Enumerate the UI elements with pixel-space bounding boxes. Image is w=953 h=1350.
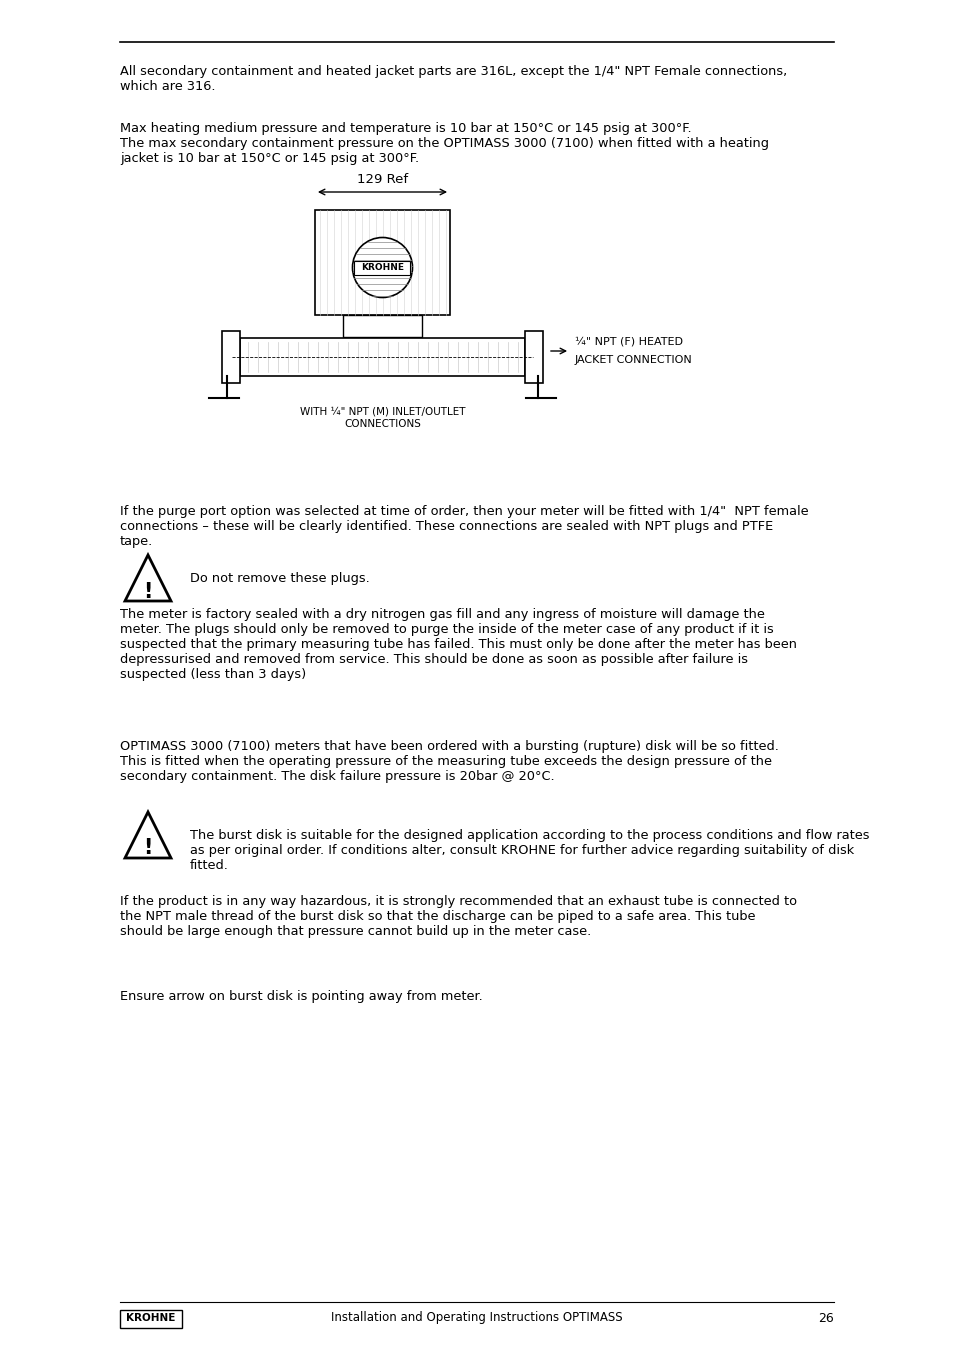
Text: Max heating medium pressure and temperature is 10 bar at 150°C or 145 psig at 30: Max heating medium pressure and temperat… bbox=[120, 122, 768, 165]
Text: If the product is in any way hazardous, it is strongly recommended that an exhau: If the product is in any way hazardous, … bbox=[120, 895, 796, 938]
Text: CONNECTIONS: CONNECTIONS bbox=[344, 418, 420, 429]
Text: !: ! bbox=[143, 838, 152, 859]
Text: 26: 26 bbox=[818, 1311, 833, 1324]
Text: All secondary containment and heated jacket parts are 316L, except the 1/4" NPT : All secondary containment and heated jac… bbox=[120, 65, 786, 93]
Text: ¼" NPT (F) HEATED: ¼" NPT (F) HEATED bbox=[575, 336, 682, 346]
Text: JACKET CONNECTION: JACKET CONNECTION bbox=[575, 355, 692, 364]
Text: If the purge port option was selected at time of order, then your meter will be : If the purge port option was selected at… bbox=[120, 505, 808, 548]
Text: The meter is factory sealed with a dry nitrogen gas fill and any ingress of mois: The meter is factory sealed with a dry n… bbox=[120, 608, 796, 680]
Bar bbox=[120, 1310, 182, 1328]
Bar bbox=[355, 261, 410, 274]
Text: The burst disk is suitable for the designed application according to the process: The burst disk is suitable for the desig… bbox=[190, 829, 868, 872]
Text: KROHNE: KROHNE bbox=[360, 263, 403, 271]
Text: Do not remove these plugs.: Do not remove these plugs. bbox=[190, 572, 370, 585]
Text: !: ! bbox=[143, 582, 152, 602]
Circle shape bbox=[352, 238, 412, 297]
Bar bbox=[343, 315, 421, 338]
Bar bbox=[524, 331, 542, 383]
Text: KROHNE: KROHNE bbox=[126, 1314, 175, 1323]
Text: 129 Ref: 129 Ref bbox=[356, 173, 408, 186]
Bar bbox=[222, 331, 240, 383]
Bar bbox=[240, 338, 524, 377]
Bar bbox=[314, 211, 450, 315]
Text: OPTIMASS 3000 (7100) meters that have been ordered with a bursting (rupture) dis: OPTIMASS 3000 (7100) meters that have be… bbox=[120, 740, 778, 783]
Text: Installation and Operating Instructions OPTIMASS: Installation and Operating Instructions … bbox=[331, 1311, 622, 1324]
Text: WITH ¼" NPT (M) INLET/OUTLET: WITH ¼" NPT (M) INLET/OUTLET bbox=[299, 406, 465, 416]
Text: Ensure arrow on burst disk is pointing away from meter.: Ensure arrow on burst disk is pointing a… bbox=[120, 990, 482, 1003]
